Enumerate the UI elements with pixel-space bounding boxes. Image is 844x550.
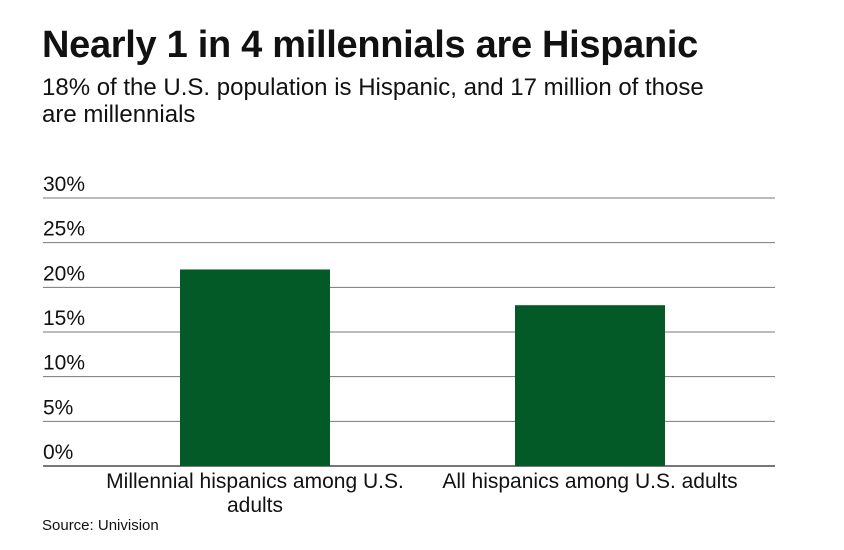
y-tick-label: 30% (43, 173, 85, 196)
y-tick-label: 5% (43, 396, 73, 419)
chart-subtitle: 18% of the U.S. population is Hispanic, … (42, 74, 704, 128)
bar (515, 305, 665, 466)
chart-title: Nearly 1 in 4 millennials are Hispanic (42, 24, 699, 66)
category-label-0: Millennial hispanics among U.S. adults (106, 470, 404, 517)
bar (180, 269, 330, 466)
source-note: Source: Univision (42, 517, 159, 534)
y-tick-label: 0% (43, 441, 73, 464)
category-label-1: All hispanics among U.S. adults (442, 470, 738, 493)
y-tick-label: 10% (43, 352, 85, 375)
y-tick-label: 15% (43, 307, 85, 330)
y-tick-label: 20% (43, 262, 85, 285)
y-tick-label: 25% (43, 218, 85, 241)
